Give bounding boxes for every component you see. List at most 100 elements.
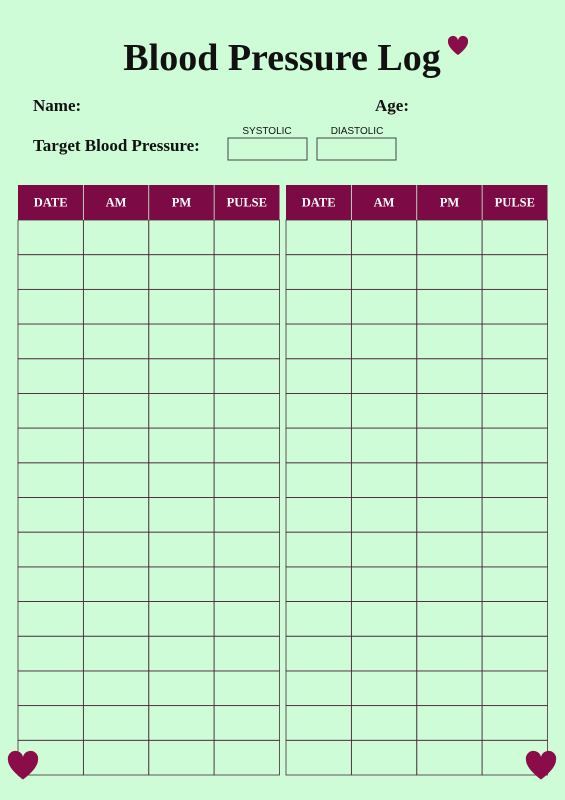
table-cell[interactable] bbox=[17, 462, 84, 498]
table-cell[interactable] bbox=[82, 358, 150, 394]
table-cell[interactable] bbox=[148, 497, 215, 533]
table-cell[interactable] bbox=[148, 393, 215, 429]
table-cell[interactable] bbox=[350, 393, 418, 429]
table-cell[interactable] bbox=[148, 462, 215, 498]
table-cell[interactable] bbox=[213, 219, 280, 256]
table-cell[interactable] bbox=[416, 635, 483, 672]
table-cell[interactable] bbox=[350, 635, 418, 672]
table-cell[interactable] bbox=[350, 427, 418, 464]
table-cell[interactable] bbox=[17, 323, 84, 360]
table-cell[interactable] bbox=[82, 635, 150, 672]
table-cell[interactable] bbox=[416, 705, 483, 741]
table-cell[interactable] bbox=[148, 323, 215, 360]
table-cell[interactable] bbox=[481, 288, 548, 325]
table-cell[interactable] bbox=[350, 566, 418, 602]
table-cell[interactable] bbox=[213, 670, 280, 707]
table-cell[interactable] bbox=[350, 323, 418, 360]
table-cell[interactable] bbox=[350, 670, 418, 707]
table-cell[interactable] bbox=[481, 323, 548, 360]
table-cell[interactable] bbox=[213, 566, 280, 602]
table-cell[interactable] bbox=[481, 705, 548, 741]
table-cell[interactable] bbox=[148, 358, 215, 394]
table-cell[interactable] bbox=[285, 219, 352, 256]
table-cell[interactable] bbox=[285, 497, 352, 533]
table-cell[interactable] bbox=[213, 288, 280, 325]
table-cell[interactable] bbox=[17, 635, 84, 672]
table-cell[interactable] bbox=[416, 323, 483, 360]
table-cell[interactable] bbox=[213, 635, 280, 672]
table-cell[interactable] bbox=[350, 219, 418, 256]
table-cell[interactable] bbox=[82, 288, 150, 325]
table-cell[interactable] bbox=[481, 358, 548, 394]
table-cell[interactable] bbox=[148, 635, 215, 672]
table-cell[interactable] bbox=[285, 462, 352, 498]
table-cell[interactable] bbox=[416, 358, 483, 394]
table-cell[interactable] bbox=[82, 670, 150, 707]
table-cell[interactable] bbox=[82, 566, 150, 602]
table-cell[interactable] bbox=[481, 393, 548, 429]
table-cell[interactable] bbox=[285, 427, 352, 464]
table-cell[interactable] bbox=[481, 601, 548, 637]
table-cell[interactable] bbox=[285, 323, 352, 360]
table-cell[interactable] bbox=[285, 393, 352, 429]
table-cell[interactable] bbox=[285, 670, 352, 707]
table-cell[interactable] bbox=[416, 670, 483, 707]
table-cell[interactable] bbox=[285, 601, 352, 637]
table-cell[interactable] bbox=[416, 601, 483, 637]
table-cell[interactable] bbox=[350, 288, 418, 325]
table-cell[interactable] bbox=[82, 219, 150, 256]
table-cell[interactable] bbox=[213, 531, 280, 568]
table-cell[interactable] bbox=[148, 288, 215, 325]
table-cell[interactable] bbox=[213, 254, 280, 290]
table-cell[interactable] bbox=[350, 705, 418, 741]
table-cell[interactable] bbox=[416, 462, 483, 498]
table-cell[interactable] bbox=[481, 531, 548, 568]
table-cell[interactable] bbox=[481, 635, 548, 672]
table-cell[interactable] bbox=[285, 531, 352, 568]
systolic-box[interactable] bbox=[227, 137, 308, 161]
table-cell[interactable] bbox=[213, 601, 280, 637]
table-cell[interactable] bbox=[416, 739, 483, 776]
table-cell[interactable] bbox=[213, 323, 280, 360]
table-cell[interactable] bbox=[17, 601, 84, 637]
table-cell[interactable] bbox=[285, 705, 352, 741]
table-cell[interactable] bbox=[213, 393, 280, 429]
table-cell[interactable] bbox=[213, 705, 280, 741]
table-cell[interactable] bbox=[17, 566, 84, 602]
table-cell[interactable] bbox=[285, 358, 352, 394]
table-cell[interactable] bbox=[17, 427, 84, 464]
table-cell[interactable] bbox=[17, 393, 84, 429]
table-cell[interactable] bbox=[416, 254, 483, 290]
table-cell[interactable] bbox=[213, 739, 280, 776]
table-cell[interactable] bbox=[148, 670, 215, 707]
table-cell[interactable] bbox=[481, 427, 548, 464]
table-cell[interactable] bbox=[285, 739, 352, 776]
table-cell[interactable] bbox=[350, 739, 418, 776]
table-cell[interactable] bbox=[481, 497, 548, 533]
table-cell[interactable] bbox=[481, 219, 548, 256]
table-cell[interactable] bbox=[17, 670, 84, 707]
table-cell[interactable] bbox=[17, 254, 84, 290]
table-cell[interactable] bbox=[82, 531, 150, 568]
table-cell[interactable] bbox=[17, 705, 84, 741]
table-cell[interactable] bbox=[481, 566, 548, 602]
table-cell[interactable] bbox=[17, 497, 84, 533]
diastolic-box[interactable] bbox=[316, 137, 397, 161]
table-cell[interactable] bbox=[350, 254, 418, 290]
table-cell[interactable] bbox=[82, 323, 150, 360]
table-cell[interactable] bbox=[82, 393, 150, 429]
table-cell[interactable] bbox=[481, 254, 548, 290]
table-cell[interactable] bbox=[416, 566, 483, 602]
table-cell[interactable] bbox=[82, 739, 150, 776]
table-cell[interactable] bbox=[148, 254, 215, 290]
table-cell[interactable] bbox=[285, 288, 352, 325]
table-cell[interactable] bbox=[82, 497, 150, 533]
table-cell[interactable] bbox=[82, 254, 150, 290]
table-cell[interactable] bbox=[350, 358, 418, 394]
table-cell[interactable] bbox=[213, 497, 280, 533]
table-cell[interactable] bbox=[82, 705, 150, 741]
table-cell[interactable] bbox=[481, 670, 548, 707]
table-cell[interactable] bbox=[350, 497, 418, 533]
table-cell[interactable] bbox=[17, 288, 84, 325]
table-cell[interactable] bbox=[148, 601, 215, 637]
